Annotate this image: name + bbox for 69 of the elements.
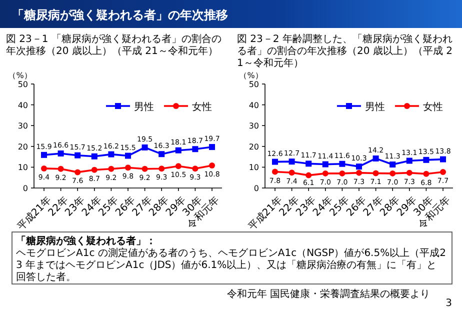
text: 3 bbox=[446, 298, 452, 309]
y-tick-label: 0 bbox=[254, 184, 259, 193]
point bbox=[125, 164, 131, 171]
point bbox=[372, 170, 379, 176]
point bbox=[41, 165, 47, 172]
point bbox=[306, 172, 312, 178]
point bbox=[440, 156, 446, 162]
y-axis-title: （%） bbox=[239, 71, 263, 80]
point bbox=[209, 144, 215, 150]
point bbox=[142, 166, 148, 172]
point bbox=[41, 152, 47, 158]
point bbox=[125, 152, 131, 159]
chart-title: 図 23－2 年齢調整した、「糖尿病が強く疑われる者」の割合の年次推移（20 歳以上）（平成 21～令和元年） bbox=[237, 33, 452, 69]
point bbox=[406, 158, 412, 164]
point bbox=[58, 166, 64, 172]
point bbox=[58, 150, 64, 156]
point bbox=[322, 170, 328, 176]
point bbox=[288, 158, 295, 165]
point bbox=[339, 160, 346, 167]
point bbox=[142, 144, 148, 150]
text: 「糖尿病が強く疑われる者」： bbox=[16, 235, 156, 247]
point bbox=[192, 146, 198, 152]
point bbox=[423, 156, 430, 163]
y-tick-label: 50 bbox=[248, 80, 259, 89]
point bbox=[406, 170, 412, 176]
point bbox=[272, 168, 278, 175]
point bbox=[209, 162, 215, 169]
legend-label: 女性 bbox=[423, 101, 443, 113]
point bbox=[390, 170, 396, 176]
point bbox=[74, 169, 81, 176]
point bbox=[74, 152, 81, 158]
text: ヘモグロビンA1c の測定値がある者のうち、ヘモグロビンA1c（NGSP）値が6.5%以上（平成23 年まではヘモグロビンA1c（JDS）値が6.1%以上）、又は「糖尿病治療の有無」に「有」と回答した者。 bbox=[16, 247, 446, 283]
y-tick-label: 10 bbox=[18, 163, 28, 172]
point bbox=[423, 170, 430, 177]
point bbox=[390, 161, 396, 168]
text: 「糖尿病が強く疑われる者」の年次推移 bbox=[12, 8, 228, 22]
chart-title: 図 23－1 「糖尿病が強く疑われる者」の割合の年次推移（20 歳以上）（平成 21～令和元年） bbox=[6, 33, 222, 57]
y-tick-label: 0 bbox=[22, 184, 28, 193]
point bbox=[440, 168, 446, 175]
y-tick-label: 20 bbox=[18, 142, 28, 152]
point bbox=[288, 170, 295, 176]
point bbox=[175, 163, 182, 170]
y-tick-label: 30 bbox=[248, 122, 259, 131]
point bbox=[91, 166, 98, 173]
point bbox=[91, 153, 98, 160]
legend-label: 男性 bbox=[365, 101, 385, 113]
point bbox=[322, 161, 328, 168]
legend-label: 男性 bbox=[134, 101, 154, 113]
point bbox=[356, 170, 362, 176]
point bbox=[356, 164, 362, 170]
point bbox=[372, 155, 379, 162]
point bbox=[192, 166, 198, 172]
legend-label: 女性 bbox=[192, 101, 212, 113]
y-axis-title: （%） bbox=[8, 71, 32, 80]
y-tick-label: 40 bbox=[18, 100, 28, 110]
point bbox=[306, 160, 312, 167]
text: 令和元年 国民健康・栄養調査結果の概要より bbox=[226, 288, 430, 300]
point bbox=[108, 151, 114, 158]
y-tick-label: 40 bbox=[248, 100, 259, 110]
point bbox=[158, 166, 165, 172]
point bbox=[339, 170, 346, 176]
point bbox=[175, 147, 182, 154]
point bbox=[272, 158, 278, 165]
y-tick-label: 30 bbox=[18, 122, 28, 131]
y-tick-label: 20 bbox=[248, 142, 259, 152]
y-tick-label: 10 bbox=[248, 163, 259, 172]
point bbox=[108, 166, 114, 172]
y-tick-label: 50 bbox=[18, 80, 28, 89]
point bbox=[158, 151, 165, 158]
